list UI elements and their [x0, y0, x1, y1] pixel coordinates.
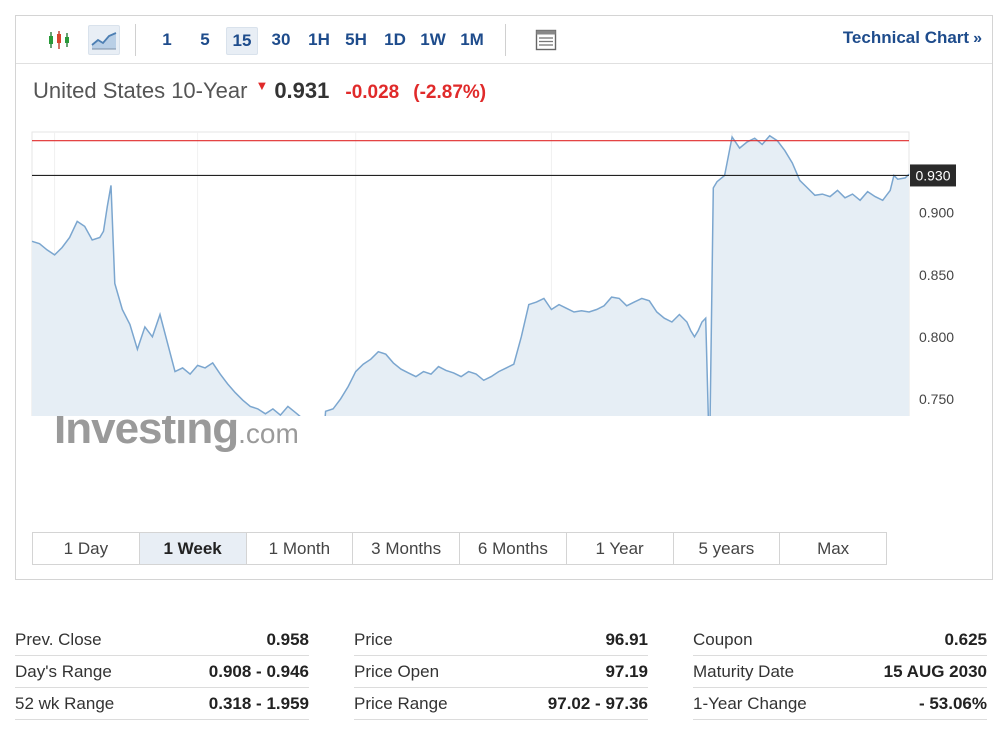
y-tick-label: 0.900 [919, 205, 954, 221]
interval-5h[interactable]: 5H [345, 30, 367, 49]
stat-row: 1-Year Change - 53.06% [693, 688, 987, 720]
interval-1m[interactable]: 1M [460, 30, 484, 49]
interval-5[interactable]: 5 [200, 30, 210, 49]
range-1-week-button[interactable]: 1 Week [139, 533, 247, 564]
watermark-suffix: .com [238, 418, 299, 449]
stat-label: Maturity Date [693, 661, 795, 681]
stat-row: Price 96.91 [354, 624, 648, 656]
stat-row: Coupon 0.625 [693, 624, 987, 656]
price-line [31, 134, 910, 416]
stat-label: Coupon [693, 629, 753, 649]
stat-value: 96.91 [605, 629, 648, 649]
stats-column: Prev. Close 0.958 Day's Range 0.908 - 0.946… [15, 624, 309, 720]
range-1-year-button[interactable]: 1 Year [567, 533, 674, 564]
stats-column: Coupon 0.625 Maturity Date 15 AUG 2030 1-Yea… [693, 624, 987, 720]
range-5-years-button[interactable]: 5 years [674, 533, 781, 564]
stat-value: 15 AUG 2030 [883, 661, 987, 681]
technical-chart-label: Technical Chart [842, 28, 970, 47]
stat-label: Price Range [354, 693, 448, 713]
area-chart-icon[interactable] [88, 25, 120, 55]
stat-label: Prev. Close [15, 629, 102, 649]
stat-row: 52 wk Range 0.318 - 1.959 [15, 688, 309, 720]
range-max-button[interactable]: Max [817, 539, 850, 558]
stat-label: 52 wk Range [15, 693, 115, 713]
stat-row: Price Range 97.02 - 97.36 [354, 688, 648, 720]
price-change: -0.028 [345, 82, 400, 103]
stat-value: 0.318 - 1.959 [208, 693, 309, 713]
quote-header: United States 10-Year ▼ 0.931 -0.028 (-2… [33, 78, 486, 108]
stat-row: Price Open 97.19 [354, 656, 648, 688]
last-price-tag [910, 164, 956, 187]
price-area [32, 135, 909, 416]
technical-chart-link[interactable]: Technical Chart» [843, 28, 982, 48]
stats-column: Price 96.91 Price Open 97.19 Price Range 97.0… [354, 624, 648, 720]
range-6-months-button[interactable]: 6 Months [460, 533, 567, 564]
interval-30[interactable]: 30 [271, 30, 291, 49]
stat-value: 97.19 [605, 661, 648, 681]
stat-value: 97.02 - 97.36 [547, 693, 648, 713]
stat-row: Maturity Date 15 AUG 2030 [693, 656, 987, 688]
stat-value: 0.908 - 0.946 [208, 661, 309, 681]
stat-label: 1-Year Change [693, 693, 807, 713]
range-selector: 1 Day 1 Week 1 Month 3 Months 6 Months 1 Year… [32, 532, 887, 565]
instrument-name: United States 10-Year [33, 78, 248, 103]
last-price: 0.931 [274, 78, 330, 103]
range-1-month-button[interactable]: 1 Month [247, 533, 354, 564]
chart-toolbar: 1 5 15 30 1H 5H 1D 1W 1M Technical Chart… [16, 16, 992, 64]
stat-value: 0.958 [266, 629, 309, 649]
range-1-day-button[interactable]: 1 Day [33, 533, 140, 564]
stat-row: Day's Range 0.908 - 0.946 [15, 656, 309, 688]
y-tick-label: 0.750 [919, 391, 954, 407]
stat-label: Price [354, 629, 393, 649]
down-arrow-icon: ▼ [255, 78, 269, 93]
price-change-percent: (-2.87%) [413, 82, 487, 103]
last-price-tag-label: 0.930 [915, 167, 950, 183]
range-3-months-button[interactable]: 3 Months [353, 533, 460, 564]
stat-value: 0.625 [944, 629, 987, 649]
interval-15[interactable]: 15 [226, 27, 258, 55]
interval-1[interactable]: 1 [162, 30, 172, 49]
interval-1d[interactable]: 1D [384, 30, 406, 49]
toolbar-divider [505, 24, 506, 56]
candlestick-icon[interactable] [44, 25, 74, 55]
table-view-icon[interactable] [531, 25, 561, 55]
stat-value: - 53.06% [918, 693, 987, 713]
chart-widget: 1 5 15 30 1H 5H 1D 1W 1M Technical Chart… [15, 15, 993, 580]
y-tick-label: 0.800 [919, 329, 954, 345]
instrument-stats: Prev. Close 0.958 Day's Range 0.908 - 0.946… [15, 624, 987, 720]
y-tick-label: 0.850 [919, 267, 954, 283]
stat-row: Prev. Close 0.958 [15, 624, 309, 656]
stat-label: Price Open [354, 661, 440, 681]
interval-1h[interactable]: 1H [308, 30, 330, 49]
double-chevron-right-icon: » [973, 30, 982, 47]
interval-1w[interactable]: 1W [420, 30, 446, 49]
stat-label: Day's Range [15, 661, 112, 681]
toolbar-divider [135, 24, 136, 56]
